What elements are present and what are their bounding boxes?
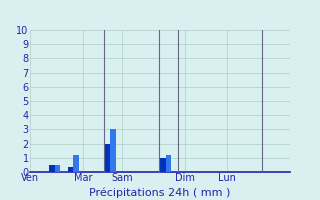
Bar <box>49 165 55 172</box>
Bar <box>68 167 73 172</box>
Bar <box>160 158 165 172</box>
Bar <box>110 129 116 172</box>
Bar <box>165 155 171 172</box>
X-axis label: Précipitations 24h ( mm ): Précipitations 24h ( mm ) <box>89 188 231 198</box>
Bar <box>73 155 79 172</box>
Bar <box>55 165 60 172</box>
Bar <box>105 144 110 172</box>
